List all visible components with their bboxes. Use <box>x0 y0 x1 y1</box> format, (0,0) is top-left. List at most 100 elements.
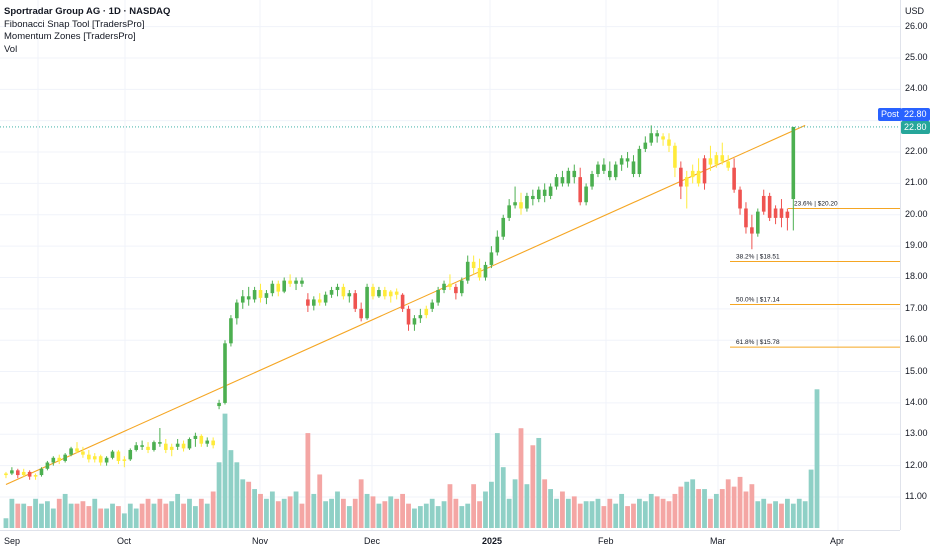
volume-bar <box>637 498 642 528</box>
candle-body <box>33 475 38 477</box>
indicator-momentum-zones[interactable]: Momentum Zones [TradersPro] <box>4 31 136 42</box>
volume-bar <box>761 498 767 528</box>
volume-bar <box>293 491 299 528</box>
volume-bar <box>62 493 68 528</box>
indicator-fibonacci-snap[interactable]: Fibonacci Snap Tool [TradersPro] <box>4 18 145 30</box>
volume-bar <box>80 501 86 528</box>
volume-bar <box>187 498 192 528</box>
candle-body <box>69 448 73 455</box>
volume-bar <box>755 501 761 528</box>
volume-bar <box>133 508 139 528</box>
candle-body <box>282 280 286 292</box>
volume-bar <box>216 462 222 528</box>
volume-bar <box>281 498 287 528</box>
candle-body <box>643 142 648 149</box>
candle-body <box>371 286 375 297</box>
volume-bar <box>329 498 334 528</box>
candle-body <box>536 189 541 200</box>
candle-body <box>235 302 239 319</box>
price-tick-label: 19.00 <box>905 240 928 251</box>
candle-body <box>335 286 340 291</box>
candle-body <box>613 164 618 178</box>
volume-bar <box>577 503 583 528</box>
volume-bar <box>317 474 323 528</box>
candle-body <box>353 293 358 309</box>
price-chart[interactable]: 23.6% | $20.20 38.2% | $18.51 50.0% | $17.… <box>0 0 900 530</box>
candle-body <box>442 283 446 291</box>
volume-bar <box>749 484 755 528</box>
volume-bar <box>536 437 542 528</box>
volume-bar <box>335 491 340 528</box>
volume-bar <box>708 498 713 528</box>
volume-bar <box>631 503 636 528</box>
candle-body <box>75 448 79 452</box>
price-tick-label: 17.00 <box>905 302 928 313</box>
candle-body <box>608 170 612 178</box>
volume-bar <box>814 389 820 528</box>
volume-bar <box>358 479 364 528</box>
candle-body <box>690 170 695 178</box>
candle-body <box>312 299 316 306</box>
fib-level-label: 61.8% | $15.78 <box>736 339 780 346</box>
volume-bar <box>619 493 625 528</box>
candle-body <box>406 308 411 325</box>
candle-body <box>661 136 665 140</box>
volume-bar <box>530 445 536 528</box>
volume-bar <box>352 498 358 528</box>
candle-body <box>596 164 600 174</box>
candle-body <box>590 173 594 187</box>
candle-body <box>317 299 322 303</box>
time-axis[interactable] <box>0 530 900 551</box>
candle-body <box>306 299 310 306</box>
candle-body <box>10 470 14 474</box>
candle-body <box>258 290 263 298</box>
candle-body <box>16 470 20 476</box>
candle-body <box>158 442 162 444</box>
post-market-label: Post <box>878 108 903 121</box>
volume-bar <box>548 489 553 528</box>
indicator-volume[interactable]: Vol <box>4 43 18 55</box>
fib-level-label: 23.6% | $20.20 <box>794 200 838 207</box>
symbol-title[interactable]: Sportradar Group AG · 1D · NASDAQ <box>4 6 171 17</box>
volume-bar <box>86 506 92 528</box>
candle-body <box>264 293 269 298</box>
volume-bar <box>74 503 80 528</box>
volume-bar <box>264 498 269 528</box>
price-tick-label: 12.00 <box>905 459 928 470</box>
volume-bar <box>104 508 109 528</box>
candle-body <box>625 158 630 162</box>
volume-bar <box>524 484 530 528</box>
time-tick-label: Mar <box>710 536 726 546</box>
candle-body <box>684 177 689 187</box>
volume-bar <box>690 479 696 528</box>
fibonacci-levels: 23.6% | $20.20 38.2% | $18.51 50.0% | $17.… <box>730 200 900 348</box>
candle-body <box>542 189 547 196</box>
candle-body <box>767 195 772 218</box>
price-axis[interactable] <box>900 0 932 530</box>
volume-bar <box>39 503 44 528</box>
candle-body <box>175 443 180 447</box>
volume-bar <box>802 501 808 528</box>
volume-bar <box>3 518 9 528</box>
volume-bar <box>311 493 317 528</box>
volume-bar <box>50 508 56 528</box>
candle-body <box>116 451 121 461</box>
candle-body <box>128 449 133 460</box>
volume-bar <box>275 501 281 528</box>
time-tick-label: Oct <box>117 536 132 546</box>
candle-body <box>205 440 210 444</box>
candle-body <box>39 468 44 476</box>
candle-body <box>394 291 399 295</box>
candle-body <box>110 451 115 458</box>
volume-bar <box>323 501 329 528</box>
candle-body <box>223 343 227 403</box>
volume-bar <box>654 496 660 528</box>
currency-label[interactable]: USD <box>905 6 925 16</box>
candle-body <box>424 308 429 316</box>
volume-bar <box>382 501 388 528</box>
candle-body <box>341 286 346 297</box>
candle-body <box>732 167 736 190</box>
candle-body <box>779 208 784 218</box>
candle-body <box>667 139 671 146</box>
candle-body <box>673 145 677 168</box>
